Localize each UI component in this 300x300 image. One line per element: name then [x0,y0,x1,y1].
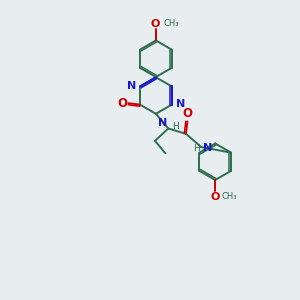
Text: O: O [182,107,192,120]
Text: H: H [172,122,179,130]
Text: O: O [210,192,220,202]
Text: CH₃: CH₃ [163,20,179,28]
Text: O: O [117,97,128,110]
Text: N: N [176,99,185,109]
Text: H: H [193,144,200,153]
Text: N: N [158,118,167,128]
Text: N: N [127,81,136,91]
Text: N: N [203,143,212,153]
Text: CH₃: CH₃ [222,192,237,201]
Text: O: O [151,19,160,29]
